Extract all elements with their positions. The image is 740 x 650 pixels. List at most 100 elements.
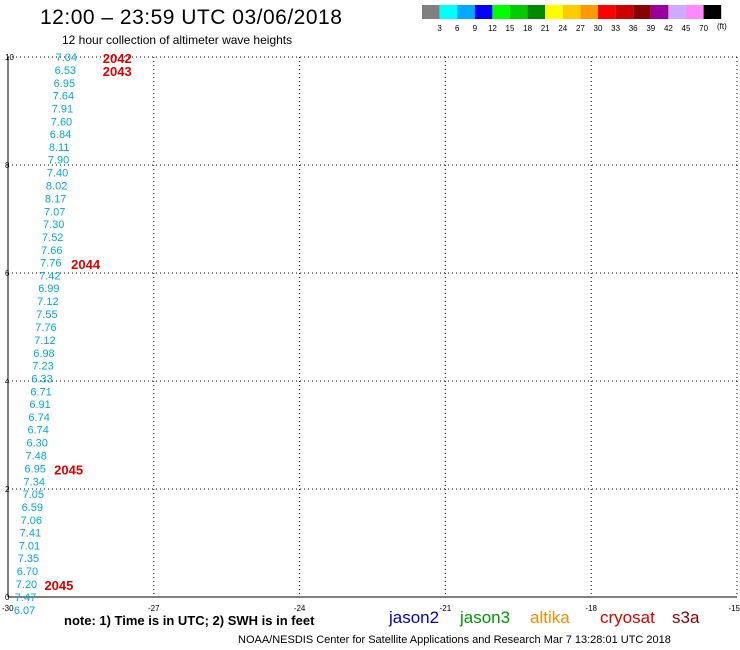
wave-height-label: 7.06 (21, 515, 42, 527)
wave-height-label: 7.20 (16, 579, 37, 591)
pass-time-label: 2043 (103, 64, 132, 79)
color-scale-swatch (580, 5, 598, 19)
wave-height-label: 8.17 (45, 193, 66, 205)
wave-height-label: 7.05 (23, 489, 44, 501)
wave-height-label: 7.34 (24, 476, 45, 488)
wave-height-label: 7.41 (20, 528, 41, 540)
color-scale-label: 33 (611, 24, 620, 33)
wave-height-label: 7.47 (15, 592, 36, 604)
x-tick-label: -15 (728, 604, 740, 613)
wave-height-label: 7.30 (43, 219, 64, 231)
color-scale-label: 27 (576, 24, 585, 33)
y-tick-label: 4 (5, 377, 10, 386)
legend-jason3: jason3 (460, 608, 511, 627)
pass-time-label: 2042 (103, 51, 132, 66)
legend-altika: altika (530, 608, 570, 627)
chart-title: 12:00 – 23:59 UTC 03/06/2018 (40, 6, 343, 29)
wave-height-label: 6.53 (55, 65, 76, 77)
wave-height-label: 7.42 (39, 271, 60, 283)
wave-height-label: 7.52 (42, 232, 63, 244)
color-scale-label: 70 (699, 24, 708, 33)
x-tick-label: -27 (148, 604, 160, 613)
wave-height-label: 7.12 (34, 335, 55, 347)
wave-height-label: 6.98 (33, 348, 54, 360)
color-scale-swatch (703, 5, 722, 19)
y-tick-label: 2 (5, 485, 10, 494)
wave-height-label: 7.04 (56, 52, 77, 64)
wave-height-label: 7.76 (35, 322, 56, 334)
color-scale-label: 18 (523, 24, 532, 33)
color-scale-swatch (668, 5, 686, 19)
wave-height-label: 7.48 (25, 451, 46, 463)
wave-height-label: 7.66 (41, 245, 62, 257)
color-scale-swatch (598, 5, 616, 19)
color-scale-swatch (686, 5, 704, 19)
color-scale-unit: (ft) (717, 22, 727, 31)
wave-height-label: 6.95 (54, 78, 75, 90)
wave-height-label: 8.02 (46, 181, 67, 193)
color-scale-swatch (474, 5, 493, 19)
color-scale-label: 45 (682, 24, 691, 33)
wave-height-label: 7.90 (48, 155, 69, 167)
y-tick-label: 6 (5, 269, 10, 278)
legend-cryosat: cryosat (600, 608, 655, 627)
wave-height-label: 6.91 (29, 399, 50, 411)
color-scale-label: 30 (594, 24, 603, 33)
x-tick-label: -21 (440, 604, 452, 613)
color-scale-label: 24 (558, 24, 567, 33)
wave-height-label: 7.07 (44, 206, 65, 218)
wave-height-label: 8.11 (49, 142, 70, 154)
color-scale-swatch (439, 5, 458, 19)
wave-height-label: 6.84 (50, 129, 71, 141)
color-scale-label: 9 (473, 24, 478, 33)
color-scale-swatch (650, 5, 669, 19)
y-tick-label: 8 (5, 161, 10, 170)
wave-height-label: 6.33 (31, 373, 52, 385)
y-tick-label: 10 (5, 53, 14, 62)
y-tick-label: 0 (5, 593, 10, 602)
wave-height-label: 6.95 (25, 463, 46, 475)
wave-height-label: 7.23 (32, 360, 53, 372)
pass-time-label: 2044 (71, 257, 101, 272)
wave-height-label: 6.74 (27, 425, 48, 437)
pass-time-label: 2045 (44, 578, 73, 593)
color-scale-label: 39 (646, 24, 655, 33)
wave-height-label: 7.60 (51, 116, 72, 128)
wave-height-label: 6.30 (26, 438, 47, 450)
color-scale-swatch (422, 5, 440, 19)
chart-subtitle: 12 hour collection of altimeter wave hei… (62, 33, 293, 47)
footer-note: note: 1) Time is in UTC; 2) SWH is in fe… (64, 613, 315, 628)
wave-height-label: 7.40 (47, 168, 68, 180)
wave-height-label: 6.74 (28, 412, 49, 424)
color-scale-swatch (510, 5, 528, 19)
wave-height-label: 6.59 (22, 502, 43, 514)
pass-time-label: 2045 (54, 463, 83, 478)
legend-jason2: jason2 (389, 608, 440, 627)
color-scale-swatch (492, 5, 510, 19)
color-scale-label: 21 (541, 24, 550, 33)
legend-s3a: s3a (672, 608, 700, 627)
color-scale-label: 12 (488, 24, 497, 33)
wave-height-label: 6.70 (17, 566, 38, 578)
color-scale-label: 15 (506, 24, 515, 33)
color-scale-label: 42 (664, 24, 673, 33)
wave-height-label: 7.55 (36, 309, 57, 321)
wave-height-label: 7.64 (53, 90, 74, 102)
color-scale-label: 36 (629, 24, 638, 33)
color-scale-swatch (457, 5, 475, 19)
wave-height-label: 6.07 (14, 605, 35, 617)
wave-height-label: 7.35 (18, 553, 39, 565)
color-scale-swatch (562, 5, 581, 19)
x-tick-label: -30 (2, 604, 14, 613)
color-scale-swatch (527, 5, 546, 19)
x-tick-label: -24 (294, 604, 306, 613)
wave-height-label: 6.71 (30, 386, 51, 398)
color-scale-label: 3 (437, 24, 442, 33)
wave-height-label: 6.99 (38, 283, 59, 295)
wave-height-label: 7.91 (52, 103, 73, 115)
color-scale-swatch (545, 5, 563, 19)
wave-height-label: 7.01 (19, 541, 40, 553)
footer-credit: NOAA/NESDIS Center for Satellite Applica… (238, 634, 671, 646)
color-scale-swatch (633, 5, 651, 19)
